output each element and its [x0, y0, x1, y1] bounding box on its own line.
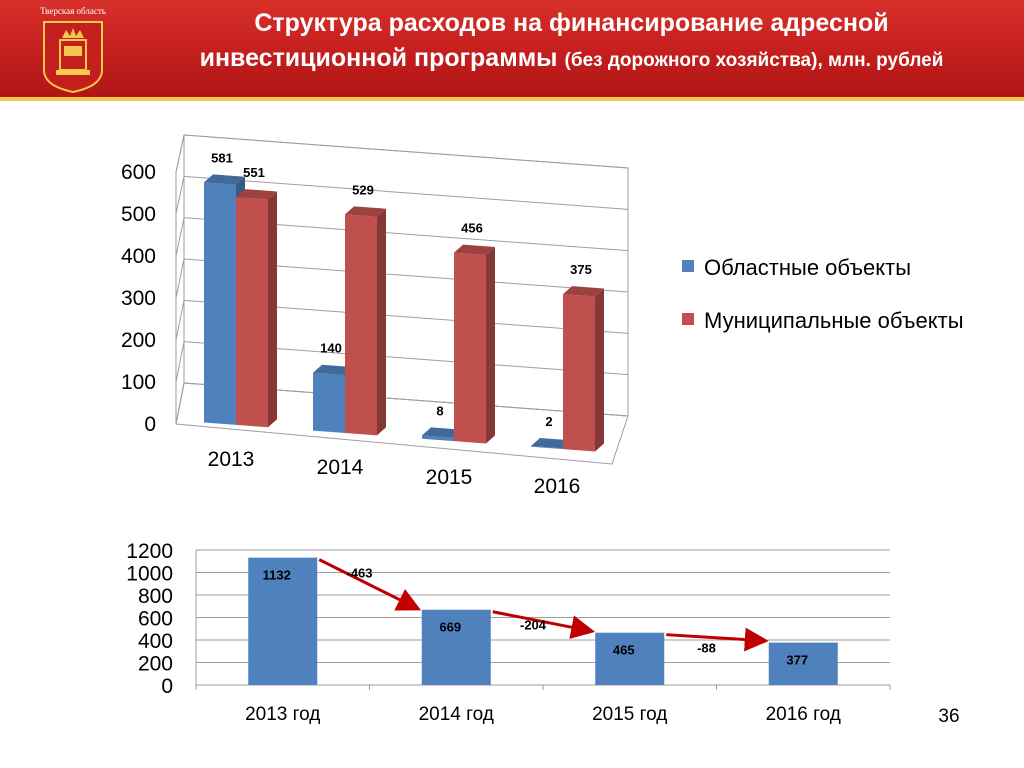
chart2-change-label: -204	[520, 618, 547, 633]
chart1-value-label: 551	[243, 165, 265, 180]
chart1-bar-municipal	[236, 197, 268, 428]
chart1-side-gridline	[175, 300, 185, 341]
chart1-bar-top	[345, 206, 386, 217]
title-line-2-subtitle: (без дорожного хозяйства), млн. рублей	[564, 50, 944, 71]
chart2-y-tick-label: 1200	[126, 540, 173, 563]
chart1-bar-top	[563, 286, 604, 297]
chart2-bar	[768, 642, 838, 685]
chart2-value-label: 669	[439, 620, 461, 635]
chart1-value-label: 375	[570, 262, 592, 277]
chart1-side-gridline	[175, 217, 185, 257]
chart2-change-arrow	[318, 558, 422, 611]
chart1-y-tick-label: 100	[121, 371, 156, 394]
chart2-y-tick-label: 800	[138, 585, 173, 608]
chart2-x-tick-label: 2016 год	[766, 704, 841, 725]
chart1-side-gridline	[175, 258, 185, 299]
chart2-x-tick-label: 2015 год	[592, 704, 667, 725]
chart1-bar-top	[422, 427, 463, 438]
chart1-side-gridline	[175, 382, 185, 425]
header-accent-band	[0, 97, 1024, 101]
chart2-change-arrow	[492, 610, 596, 639]
chart1-side-gridline	[175, 134, 185, 173]
chart2-y-tick-label: 600	[138, 608, 173, 631]
chart2-x-tick-label: 2013 год	[245, 704, 320, 725]
legend-swatch-municipal	[682, 313, 694, 325]
chart1-side-gridline	[175, 341, 185, 383]
chart2-value-label: 377	[786, 653, 808, 668]
chart2-y-tick-label: 1000	[126, 563, 173, 586]
chart-legend: Областные объекты Муниципальные объекты	[682, 254, 982, 360]
chart1-bar-municipal	[563, 294, 595, 452]
chart1-gridline	[183, 175, 629, 210]
chart1-bar-top	[531, 437, 572, 449]
chart1-side-gridline	[175, 176, 185, 215]
chart1-x-tick-label: 2013	[208, 448, 255, 471]
chart2-change-label: -88	[697, 641, 716, 656]
chart1-bar-regional	[531, 445, 563, 450]
chart1-bar-regional	[422, 435, 454, 442]
slide-number: 36	[938, 706, 960, 727]
chart2-value-label: 465	[613, 643, 635, 658]
chart2-bar	[595, 632, 665, 685]
chart2-y-tick-label: 200	[138, 653, 173, 676]
chart1-y-tick-label: 500	[121, 203, 156, 226]
chart2-bar	[421, 609, 491, 685]
chart2-x-tick-label: 2014 год	[419, 704, 494, 725]
chart1-y-tick-label: 300	[121, 287, 156, 310]
title-line-2: инвестиционной программы (без дорожного …	[124, 41, 1019, 78]
chart1-bar-regional	[204, 182, 236, 425]
chart1-bar-side	[595, 288, 604, 452]
chart2-y-tick-label: 400	[138, 630, 173, 653]
chart1-x-tick-label: 2014	[317, 456, 364, 479]
chart1-y-tick-label: 600	[121, 161, 156, 184]
chart1-value-label: 581	[211, 150, 233, 165]
title-line-2-main: инвестиционной программы	[199, 44, 558, 72]
chart2-bar	[248, 557, 318, 685]
chart1-value-label: 456	[461, 221, 483, 236]
chart2-value-label: 1132	[263, 568, 291, 583]
chart1-value-label: 2	[545, 414, 552, 429]
chart1-y-tick-label: 400	[121, 245, 156, 268]
legend-swatch-regional	[682, 260, 694, 272]
chart1-bar-top	[313, 364, 354, 376]
coat-of-arms-icon	[43, 21, 103, 94]
page-title: Структура расходов на финансирование адр…	[124, 6, 1019, 78]
legend-label-regional: Областные объекты	[704, 255, 912, 280]
chart1-bar-municipal	[345, 214, 377, 436]
chart1-value-label: 140	[320, 341, 342, 356]
chart1-x-tick-label: 2015	[426, 466, 473, 489]
chart1-value-label: 529	[352, 182, 374, 197]
chart1-bar-side	[377, 208, 386, 436]
chart2-change-arrow	[666, 627, 769, 652]
chart1-bar-side	[268, 191, 277, 428]
chart1-bar-top	[236, 189, 277, 200]
title-line-1: Структура расходов на финансирование адр…	[254, 9, 889, 37]
legend-item-municipal: Муниципальные объекты	[682, 307, 982, 334]
chart1-bar-municipal	[454, 252, 486, 444]
chart1-x-tick-label: 2016	[534, 475, 581, 498]
legend-label-municipal: Муниципальные объекты	[704, 308, 964, 333]
header-bar	[0, 0, 1024, 97]
chart1-y-tick-label: 0	[144, 413, 156, 436]
legend-item-regional: Областные объекты	[682, 254, 982, 281]
region-label: Тверская область	[40, 6, 106, 16]
region-logo: Тверская область	[28, 6, 118, 94]
chart1-bar-side	[486, 246, 495, 444]
chart1-value-label: 8	[436, 403, 443, 418]
chart1-bar-top	[204, 174, 245, 185]
chart1-bar-top	[454, 244, 495, 255]
chart2-y-tick-label: 0	[161, 675, 173, 698]
chart1-bar-regional	[313, 372, 345, 433]
chart2-change-label: -463	[346, 566, 372, 581]
chart1-y-tick-label: 200	[121, 329, 156, 352]
chart1-gridline	[183, 134, 629, 169]
